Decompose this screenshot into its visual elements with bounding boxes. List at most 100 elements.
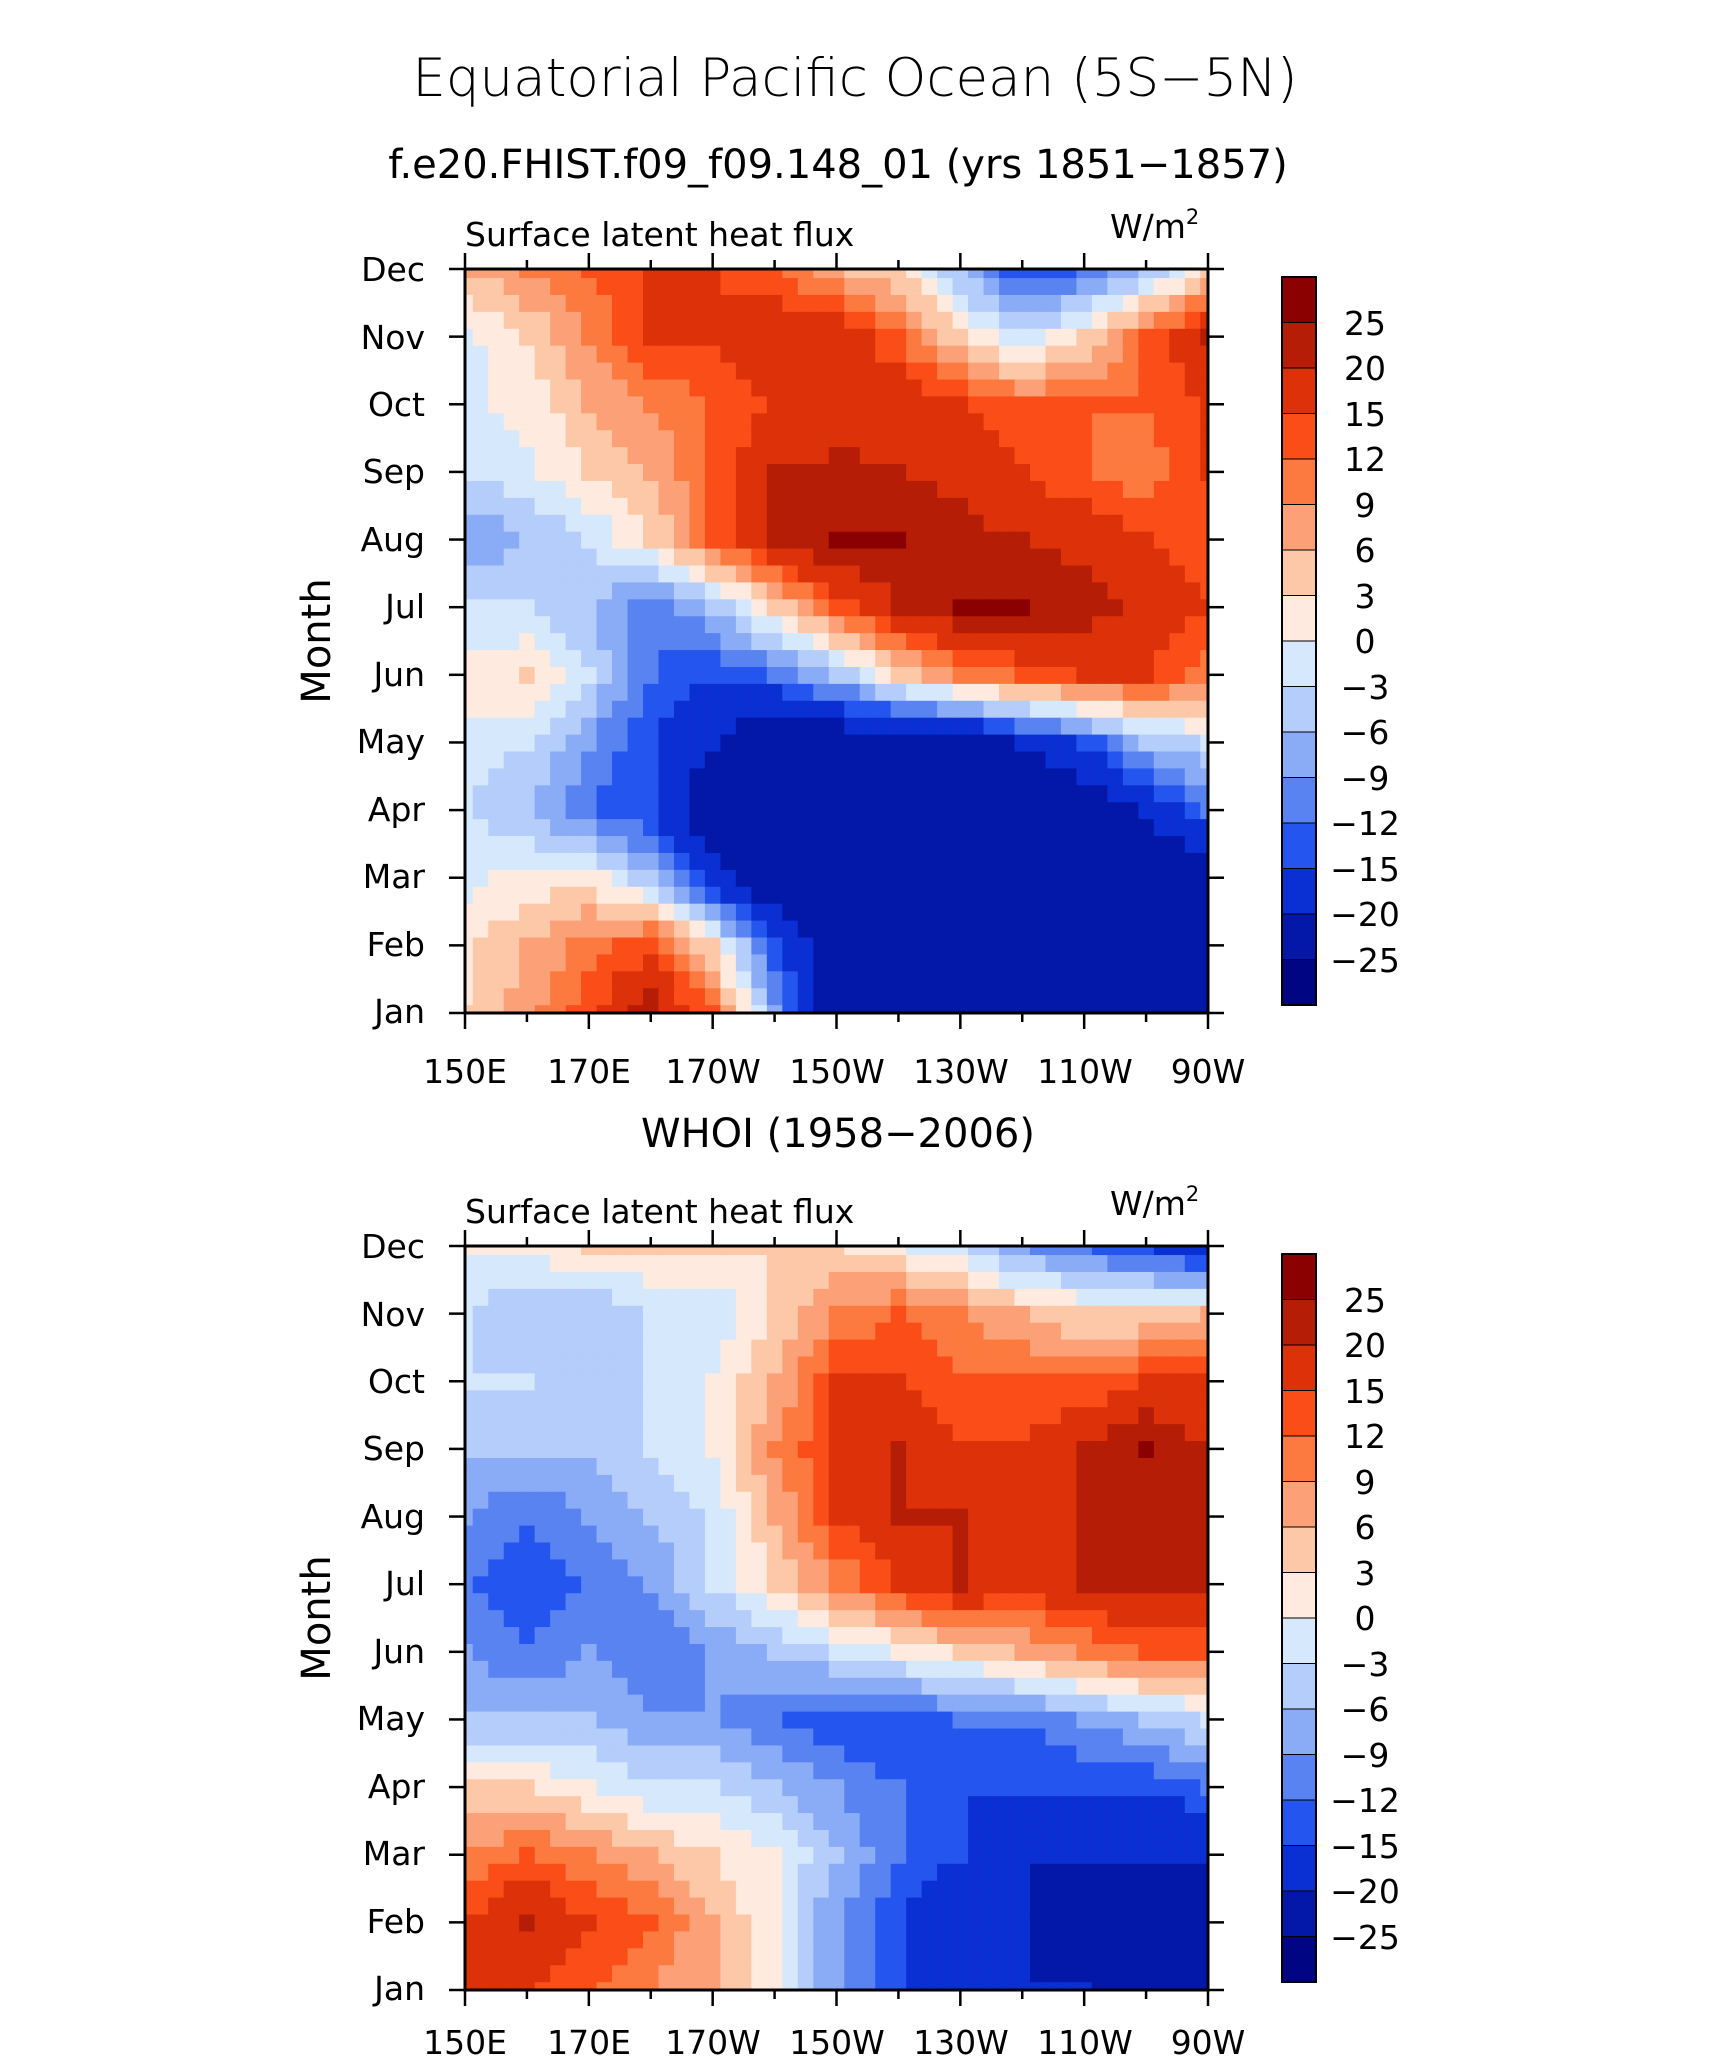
heatmap-cell	[519, 1423, 536, 1442]
heatmap-cell	[782, 1744, 799, 1763]
heatmap-cell	[875, 1711, 892, 1729]
heatmap-cell	[1029, 1863, 1047, 1881]
heatmap-cell	[875, 1829, 892, 1847]
heatmap-cell	[751, 1609, 768, 1628]
heatmap-cell	[890, 1541, 907, 1560]
heatmap-cell	[1014, 1846, 1031, 1864]
heatmap-cell	[937, 767, 954, 786]
heatmap-cell	[565, 446, 582, 465]
heatmap-cell	[1122, 1761, 1139, 1780]
heatmap-cell	[999, 953, 1016, 972]
heatmap-cell	[503, 1271, 520, 1289]
heatmap-cell	[1029, 1575, 1047, 1594]
heatmap-cell	[1029, 1440, 1047, 1458]
heatmap-cell	[1107, 1406, 1124, 1425]
heatmap-cell	[906, 835, 923, 853]
heatmap-cell	[581, 987, 598, 1006]
heatmap-cell	[550, 1964, 567, 1983]
heatmap-cell	[813, 269, 830, 279]
heatmap-cell	[550, 480, 567, 498]
heatmap-cell	[1153, 750, 1170, 769]
heatmap-cell	[952, 1694, 969, 1712]
heatmap-cell	[906, 767, 923, 786]
heatmap-cell	[596, 1626, 613, 1644]
heatmap-cell	[1107, 514, 1124, 532]
heatmap-cell	[937, 311, 954, 329]
heatmap-cell	[766, 953, 783, 972]
heatmap-cell	[751, 514, 768, 532]
heatmap-cell	[906, 378, 923, 397]
heatmap-cell	[503, 734, 520, 752]
heatmap-cell	[766, 1897, 783, 1915]
heatmap-cell	[1122, 886, 1139, 904]
heatmap-cell	[1076, 700, 1093, 718]
heatmap-cell	[581, 649, 598, 667]
heatmap-cell	[565, 328, 582, 346]
heatmap-cell	[875, 700, 892, 718]
heatmap-cell	[735, 1508, 752, 1526]
heatmap-cell	[813, 1541, 830, 1560]
heatmap-cell	[534, 1575, 551, 1594]
heatmap-cell	[1138, 395, 1155, 414]
heatmap-cell	[1014, 1322, 1031, 1340]
heatmap-cell	[1029, 1491, 1047, 1509]
heatmap-cell	[519, 1372, 536, 1391]
heatmap-cell	[658, 1474, 675, 1492]
heatmap-cell	[875, 548, 892, 566]
heatmap-cell	[782, 1660, 799, 1678]
heatmap-cell	[581, 1863, 598, 1881]
heatmap-cell	[1122, 1829, 1139, 1847]
heatmap-cell	[612, 1947, 629, 1966]
heatmap-cell	[550, 362, 567, 380]
heatmap-cell	[1060, 1440, 1078, 1458]
heatmap-cell	[643, 784, 660, 803]
heatmap-cell	[859, 683, 876, 701]
heatmap-cell	[596, 1744, 613, 1763]
heatmap-cell	[612, 1981, 629, 1990]
heatmap-cell	[1200, 480, 1208, 498]
heatmap-cell	[550, 497, 567, 515]
heatmap-cell	[704, 598, 722, 617]
heatmap-cell	[1076, 750, 1093, 769]
heatmap-cell	[1091, 548, 1108, 566]
heatmap-cell	[813, 1525, 830, 1543]
heatmap-cell	[1200, 734, 1208, 752]
heatmap-cell	[1122, 1508, 1139, 1526]
heatmap-cell	[1045, 480, 1062, 498]
heatmap-cell	[937, 1778, 954, 1797]
heatmap-cell	[534, 953, 551, 972]
heatmap-cell	[465, 903, 474, 921]
heatmap-cell	[472, 1541, 489, 1560]
heatmap-cell	[797, 1322, 814, 1340]
heatmap-cell	[1169, 497, 1186, 515]
heatmap-cell	[952, 1829, 969, 1847]
heatmap-cell	[999, 1271, 1016, 1289]
heatmap-cell	[534, 1440, 551, 1458]
heatmap-cell	[1169, 970, 1186, 989]
heatmap-cell	[735, 311, 752, 329]
heatmap-cell	[1091, 1508, 1108, 1526]
heatmap-cell	[890, 1812, 907, 1830]
heatmap-cell	[673, 514, 691, 532]
heatmap-cell	[1014, 1305, 1031, 1323]
heatmap-cell	[673, 1592, 691, 1611]
heatmap-cell	[1091, 818, 1108, 837]
heatmap-cell	[627, 818, 644, 837]
heatmap-cell	[689, 1389, 706, 1408]
heatmap-cell	[550, 1863, 567, 1881]
heatmap-cell	[1060, 1004, 1078, 1013]
heatmap-cell	[565, 1491, 582, 1509]
heatmap-cell	[1122, 294, 1139, 312]
heatmap-cell	[1122, 1964, 1139, 1983]
heatmap-cell	[488, 1440, 505, 1458]
heatmap-cell	[797, 345, 814, 363]
heatmap-cell	[952, 1778, 969, 1797]
heatmap-cell	[565, 953, 582, 972]
heatmap-cell	[488, 1778, 505, 1797]
heatmap-cell	[1107, 717, 1124, 735]
heatmap-cell	[673, 345, 691, 363]
heatmap-cell	[565, 1339, 582, 1357]
heatmap-cell	[766, 1322, 783, 1340]
heatmap-cell	[1122, 514, 1139, 532]
heatmap-cell	[565, 1457, 582, 1475]
